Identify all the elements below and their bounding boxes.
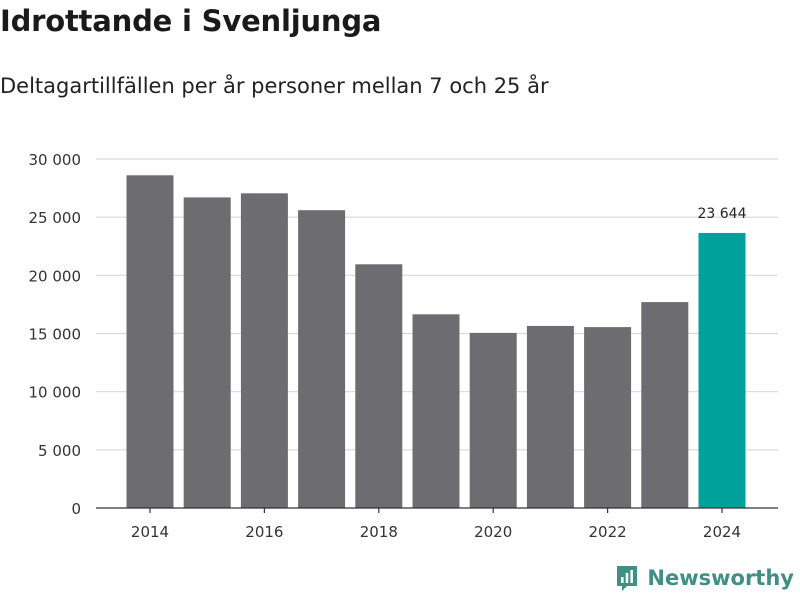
x-tick-label: 2018 (360, 523, 398, 541)
bar-2020 (469, 332, 517, 508)
bar-2019 (412, 314, 460, 508)
y-tick-label: 25 000 (29, 209, 82, 227)
bar-2014 (126, 175, 174, 508)
x-tick-label: 2022 (589, 523, 627, 541)
bar-2018 (355, 264, 403, 508)
bar-2021 (526, 325, 574, 508)
y-tick-label: 10 000 (29, 384, 82, 402)
y-tick-label: 15 000 (29, 326, 82, 344)
bar-2022 (584, 327, 632, 508)
bar-2017 (298, 210, 346, 509)
bar-2016 (240, 193, 288, 508)
x-tick-label: 2014 (131, 523, 169, 541)
x-tick-label: 2020 (474, 523, 512, 541)
chart-title: Idrottande i Svenljunga (0, 4, 382, 38)
bar-2015 (183, 197, 231, 508)
x-tick-label: 2024 (703, 523, 741, 541)
brand-logo: Newsworthy (615, 564, 794, 592)
y-tick-label: 30 000 (29, 151, 82, 169)
data-label: 23 644 (698, 206, 747, 222)
y-tick-label: 0 (71, 500, 81, 518)
bar-2024 (698, 232, 746, 508)
bar-2023 (641, 302, 689, 508)
chart-subtitle: Deltagartillfällen per år personer mella… (0, 74, 549, 98)
brand-name: Newsworthy (647, 566, 794, 590)
y-tick-label: 20 000 (29, 267, 82, 285)
newsworthy-logo-icon (617, 566, 638, 591)
x-tick-label: 2016 (245, 523, 283, 541)
y-tick-label: 5 000 (38, 442, 81, 460)
